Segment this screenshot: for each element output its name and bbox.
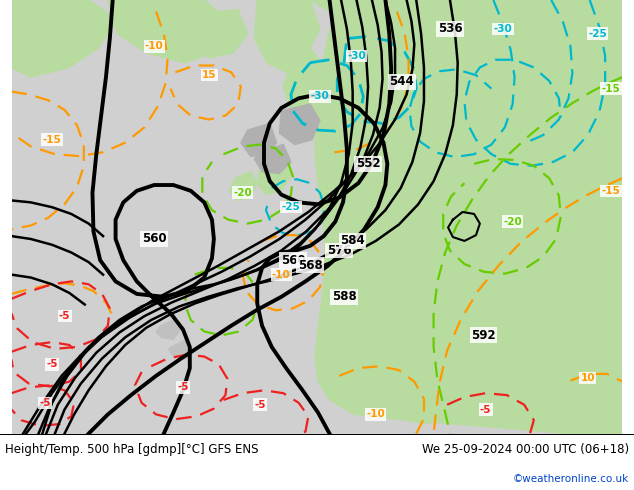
Text: 560: 560 xyxy=(142,232,167,245)
Text: ©weatheronline.co.uk: ©weatheronline.co.uk xyxy=(513,474,629,484)
Text: -30: -30 xyxy=(311,91,329,101)
Text: 584: 584 xyxy=(340,234,365,247)
Text: 592: 592 xyxy=(472,329,496,342)
Text: -5: -5 xyxy=(39,398,51,408)
Text: 560: 560 xyxy=(281,254,305,267)
Polygon shape xyxy=(254,0,320,73)
Text: -5: -5 xyxy=(59,311,70,321)
Text: -20: -20 xyxy=(503,217,522,227)
Text: -15: -15 xyxy=(602,186,620,196)
Text: -10: -10 xyxy=(272,270,291,280)
Text: 552: 552 xyxy=(356,157,380,171)
Text: -5: -5 xyxy=(178,382,189,392)
Text: -15: -15 xyxy=(602,84,620,94)
Polygon shape xyxy=(280,104,320,145)
Text: Height/Temp. 500 hPa [gdmp][°C] GFS ENS: Height/Temp. 500 hPa [gdmp][°C] GFS ENS xyxy=(5,443,259,457)
Polygon shape xyxy=(108,0,233,63)
Polygon shape xyxy=(257,152,291,195)
Polygon shape xyxy=(389,371,463,424)
Text: -10: -10 xyxy=(366,409,385,419)
Polygon shape xyxy=(11,0,117,77)
Polygon shape xyxy=(230,172,257,200)
Text: 576: 576 xyxy=(327,244,351,257)
Text: 536: 536 xyxy=(437,23,462,35)
Text: -30: -30 xyxy=(494,24,512,34)
Polygon shape xyxy=(193,10,248,58)
Text: -25: -25 xyxy=(281,202,301,212)
Polygon shape xyxy=(452,287,484,315)
Polygon shape xyxy=(169,339,193,359)
Text: We 25-09-2024 00:00 UTC (06+18): We 25-09-2024 00:00 UTC (06+18) xyxy=(422,443,629,457)
Text: -5: -5 xyxy=(46,359,58,369)
Text: -10: -10 xyxy=(145,41,164,51)
Text: -5: -5 xyxy=(480,405,491,415)
Polygon shape xyxy=(447,323,537,386)
Text: -15: -15 xyxy=(42,135,61,145)
Text: 15: 15 xyxy=(202,70,216,80)
Text: 10: 10 xyxy=(581,373,595,383)
Polygon shape xyxy=(241,123,276,156)
Polygon shape xyxy=(254,145,291,173)
Text: -30: -30 xyxy=(347,51,366,61)
Polygon shape xyxy=(310,0,623,434)
Text: 588: 588 xyxy=(332,290,356,303)
Text: 568: 568 xyxy=(298,259,323,271)
Text: -20: -20 xyxy=(233,188,252,198)
Text: 544: 544 xyxy=(389,75,414,88)
Polygon shape xyxy=(283,48,330,121)
Text: -5: -5 xyxy=(254,400,266,410)
Polygon shape xyxy=(156,320,180,339)
Text: -25: -25 xyxy=(588,29,607,39)
